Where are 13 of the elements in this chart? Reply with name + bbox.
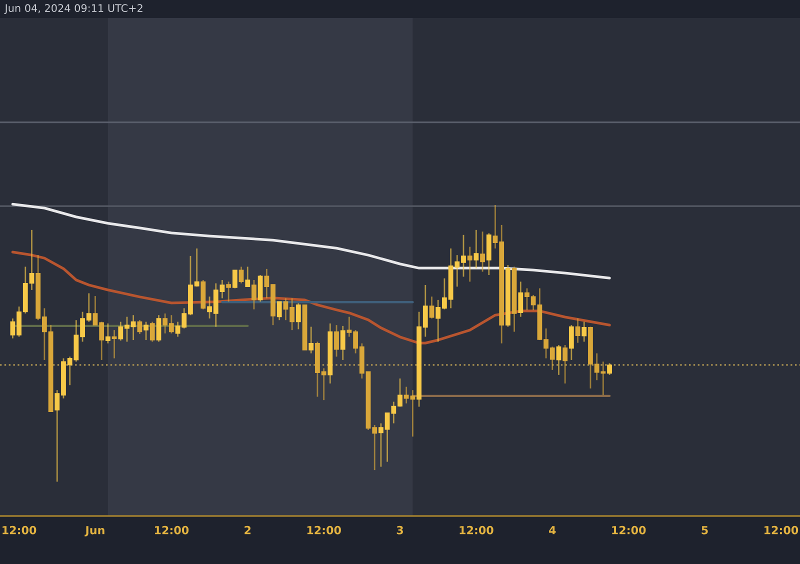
x-tick-label: Jun (84, 526, 104, 536)
x-tick-label: 3 (396, 526, 403, 534)
x-tick-label: 12:00 (155, 526, 189, 534)
candlestick (232, 269, 238, 289)
x-tick-label: 12:00 (307, 526, 341, 534)
x-tick-label: 12:00 (764, 526, 798, 534)
x-tick-label: 12:00 (2, 526, 36, 534)
text: Jun 04, 2024 09:11 UTC+2 (4, 4, 142, 14)
x-tick-label: 12:00 (460, 526, 494, 534)
x-tick-label: 2 (244, 526, 251, 534)
x-tick-label: 4 (549, 526, 556, 534)
x-tick-label: 5 (702, 526, 708, 534)
x-tick-label: 12:00 (612, 526, 646, 534)
